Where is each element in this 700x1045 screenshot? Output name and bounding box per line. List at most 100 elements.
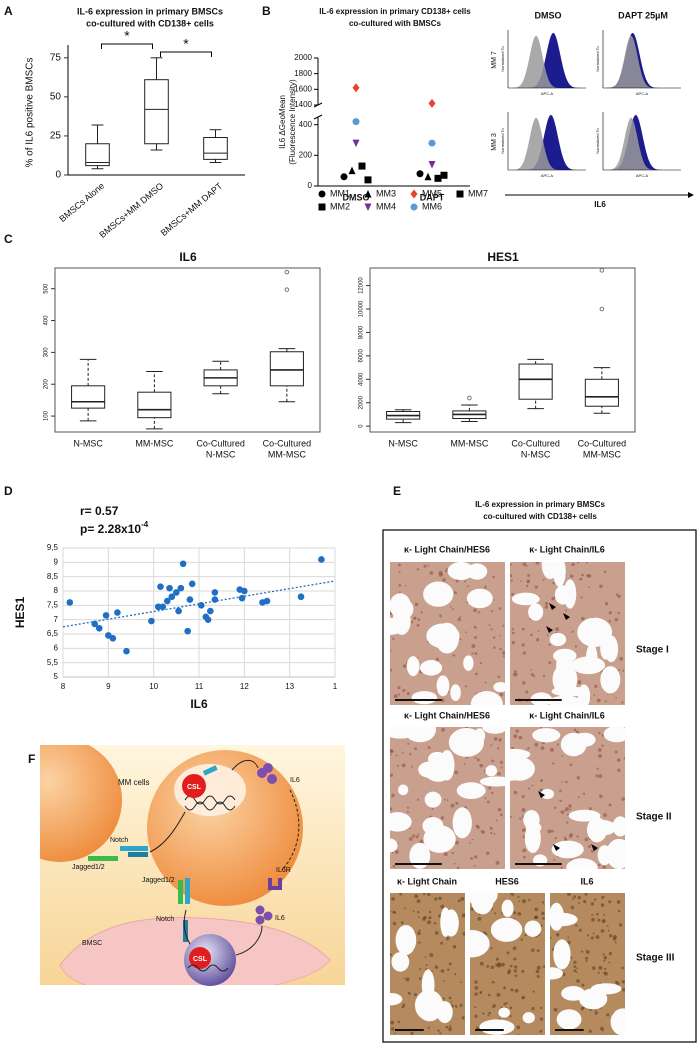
- tissue-speckle: [497, 962, 501, 966]
- y-tick-label: 300: [44, 347, 50, 358]
- tissue-speckle: [566, 813, 569, 816]
- fat-cell: [470, 930, 490, 958]
- x-tick-label: DAPT: [420, 192, 445, 202]
- tissue-speckle: [608, 611, 612, 615]
- tissue-speckle: [493, 737, 498, 741]
- tissue-speckle: [450, 1000, 453, 1003]
- tissue-speckle: [535, 562, 540, 565]
- tissue-speckle: [575, 971, 578, 973]
- tissue-speckle: [576, 979, 580, 983]
- data-point: [197, 602, 205, 609]
- fat-cell: [440, 907, 451, 937]
- tissue-speckle: [451, 608, 454, 611]
- tissue-speckle: [621, 987, 625, 992]
- fat-cell: [421, 969, 435, 1001]
- chart-title: IL6: [179, 250, 197, 264]
- annotation: r= 0.57: [80, 504, 119, 518]
- tissue-speckle: [420, 611, 423, 614]
- tissue-speckle: [499, 634, 502, 637]
- tissue-speckle: [473, 608, 477, 613]
- row-label: MM 7: [491, 51, 498, 69]
- tissue-speckle: [522, 899, 526, 904]
- tissue-speckle: [621, 701, 624, 704]
- tissue-speckle: [411, 765, 414, 768]
- tissue-speckle: [542, 917, 545, 920]
- box: [144, 79, 169, 145]
- y-tick-label: 1400: [294, 100, 312, 109]
- tissue-speckle: [600, 903, 605, 907]
- data-point: [188, 580, 196, 588]
- tissue-speckle: [398, 583, 402, 587]
- tissue-speckle: [580, 577, 583, 581]
- data-point: [154, 603, 162, 611]
- tissue-speckle: [596, 698, 601, 703]
- tissue-speckle: [517, 895, 520, 898]
- fat-cell: [612, 816, 625, 837]
- box: [71, 385, 106, 409]
- fat-cell: [416, 990, 444, 1022]
- legend-label: MM5: [422, 188, 442, 198]
- fat-cell: [479, 776, 505, 787]
- fat-cell: [423, 825, 456, 853]
- outlier: [284, 269, 290, 275]
- fat-cell: [551, 840, 584, 859]
- tissue-speckle: [474, 1014, 478, 1018]
- tissue-speckle: [464, 580, 467, 583]
- fat-cell: [604, 635, 619, 663]
- y-tick-label: 50: [50, 92, 62, 103]
- tissue-speckle: [575, 730, 579, 734]
- y-tick-label: 7: [54, 615, 59, 624]
- tissue-speckle: [490, 831, 493, 835]
- tissue-speckle: [511, 628, 514, 631]
- tissue-speckle: [573, 895, 577, 899]
- tissue-speckle: [392, 864, 396, 868]
- tissue-speckle: [555, 627, 560, 632]
- tissue-speckle: [600, 929, 605, 933]
- tissue-speckle: [452, 945, 457, 949]
- tissue-speckle: [451, 851, 454, 855]
- tissue-speckle: [433, 922, 437, 925]
- tissue-speckle: [484, 681, 487, 684]
- tissue-speckle: [490, 744, 493, 747]
- tissue-speckle: [390, 910, 392, 913]
- tissue-speckle: [536, 974, 540, 978]
- legend-marker: [318, 203, 326, 211]
- tissue-speckle: [559, 789, 562, 793]
- fat-cell: [390, 812, 412, 832]
- tissue-speckle: [495, 819, 498, 822]
- fat-cell: [423, 581, 454, 607]
- tissue-speckle: [401, 1005, 405, 1009]
- tissue-speckle: [391, 897, 395, 901]
- fat-cell: [409, 842, 431, 869]
- tissue-speckle: [576, 835, 579, 838]
- tissue-speckle: [442, 578, 446, 582]
- chart-title: HES1: [487, 250, 519, 264]
- tissue-speckle: [568, 804, 572, 808]
- data-point: [175, 607, 182, 615]
- il6-molecule: [263, 763, 273, 773]
- tissue-speckle: [539, 727, 542, 729]
- arrow: [231, 759, 259, 771]
- y-tick-label: 8000: [359, 325, 365, 339]
- tissue-speckle: [598, 774, 603, 779]
- tissue-speckle: [479, 662, 483, 665]
- tissue-speckle: [469, 842, 472, 844]
- tissue-speckle: [552, 762, 555, 765]
- chart-title: IL-6 expression in primary CD138+ cells: [319, 7, 471, 16]
- tissue-speckle: [520, 938, 523, 941]
- tissue-speckle: [583, 899, 587, 904]
- tissue-speckle: [601, 895, 605, 899]
- data-point: [211, 596, 219, 603]
- y-tick-label: 2000: [359, 395, 365, 409]
- data-point: [204, 616, 212, 623]
- data-point: [364, 176, 372, 184]
- fat-cell: [493, 681, 505, 693]
- tissue-speckle: [617, 768, 621, 772]
- tissue-speckle: [541, 911, 545, 916]
- tissue-speckle: [597, 971, 600, 974]
- tissue-speckle: [614, 941, 617, 944]
- outlier: [599, 268, 605, 273]
- x-tick-label: Co-Cultured: [578, 438, 627, 448]
- tissue-speckle: [454, 770, 459, 775]
- tissue-speckle: [462, 931, 465, 936]
